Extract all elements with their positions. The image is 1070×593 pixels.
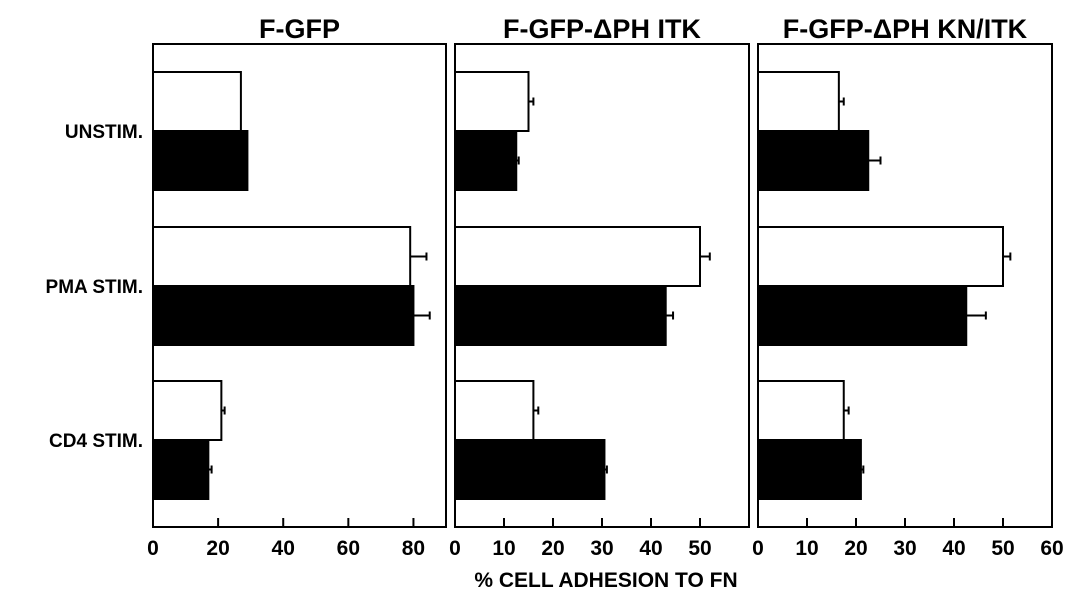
bar-cd4-stim-filled [757, 439, 862, 500]
x-tick-label: 10 [795, 537, 818, 560]
x-tick-label: 20 [844, 537, 867, 560]
x-tick-label: 50 [688, 537, 711, 560]
x-tick-label: 30 [590, 537, 613, 560]
x-tick-label: 40 [639, 537, 662, 560]
bar-pma-stim-filled [757, 285, 968, 346]
x-tick-label: 50 [991, 537, 1014, 560]
x-tick-label: 10 [492, 537, 515, 560]
bar-unstim-open [757, 71, 840, 132]
panel-title: F-GFP [259, 14, 340, 44]
bar-unstim-filled [454, 130, 518, 191]
bar-unstim-filled [757, 130, 870, 191]
bar-pma-stim-open [757, 226, 1004, 287]
bar-unstim-open [454, 71, 530, 132]
x-tick-label: 80 [402, 537, 425, 560]
x-tick-label: 0 [449, 537, 461, 560]
panel-1: F-GFP 0 20 40 60 80 [147, 14, 447, 560]
x-tick-label: 60 [337, 537, 360, 560]
bar-cd4-stim-open [454, 380, 535, 441]
category-label-pma-stim: PMA STIM. [46, 277, 143, 298]
panel-2: F-GFP-ΔPH ITK 0 10 20 30 40 50 [449, 14, 750, 560]
bar-cd4-stim-open [757, 380, 845, 441]
x-tick-label: 40 [272, 537, 295, 560]
bar-cd4-stim-filled [454, 439, 606, 500]
panel-title: F-GFP-ΔPH ITK [503, 14, 701, 44]
panel-3: F-GFP-ΔPH KN/ITK 0 10 20 30 40 50 60 [752, 14, 1064, 560]
bar-unstim-filled [152, 130, 249, 191]
bar-pma-stim-filled [454, 285, 667, 346]
bar-pma-stim-open [454, 226, 701, 287]
category-label-cd4-stim: CD4 STIM. [49, 431, 143, 452]
bar-pma-stim-filled [152, 285, 415, 346]
category-label-unstim: UNSTIM. [65, 122, 143, 143]
bar-cd4-stim-open [152, 380, 223, 441]
x-tick-label: 30 [893, 537, 916, 560]
x-tick-label: 20 [541, 537, 564, 560]
x-tick-label: 60 [1040, 537, 1063, 560]
x-tick-label: 40 [942, 537, 965, 560]
x-tick-label: 0 [752, 537, 764, 560]
x-tick-label: 0 [147, 537, 159, 560]
x-tick-label: 20 [206, 537, 229, 560]
x-axis-title: % CELL ADHESION TO FN [474, 569, 737, 592]
bar-cd4-stim-filled [152, 439, 210, 500]
bar-pma-stim-open [152, 226, 412, 287]
bar-unstim-open [152, 71, 242, 132]
panel-title: F-GFP-ΔPH KN/ITK [783, 14, 1028, 44]
category-labels: UNSTIM. PMA STIM. CD4 STIM. [46, 122, 143, 452]
